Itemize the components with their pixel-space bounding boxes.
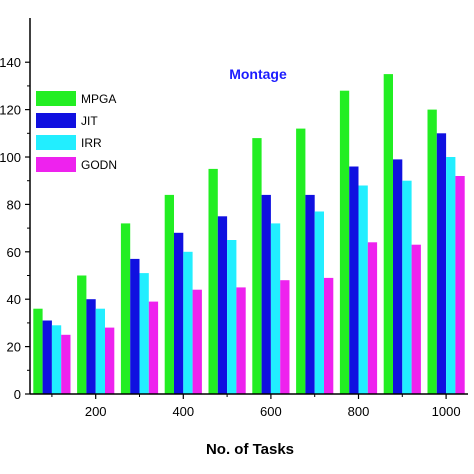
bar-godn-100 bbox=[61, 334, 71, 394]
bar-mpga-500 bbox=[208, 168, 218, 394]
bar-godn-300 bbox=[148, 301, 159, 394]
bar-jit-500 bbox=[217, 216, 228, 394]
x-tick-label: 800 bbox=[348, 404, 370, 419]
x-tick-label: 400 bbox=[172, 404, 194, 419]
bar-jit-900 bbox=[393, 159, 403, 394]
bar-irr-1000 bbox=[446, 157, 456, 394]
x-axis-title: No. of Tasks bbox=[206, 441, 294, 458]
legend-swatch-godn bbox=[36, 157, 76, 172]
legend-label-godn: GODN bbox=[81, 158, 117, 172]
bar-mpga-600 bbox=[252, 138, 262, 394]
bar-mpga-900 bbox=[383, 74, 393, 394]
bar-jit-400 bbox=[174, 232, 184, 394]
bar-mpga-1000 bbox=[427, 109, 437, 394]
y-tick-label: 100 bbox=[0, 150, 21, 165]
legend-label-jit: JIT bbox=[81, 114, 98, 128]
bar-jit-300 bbox=[130, 258, 140, 394]
legend-swatch-jit bbox=[36, 113, 76, 128]
bar-godn-1000 bbox=[455, 176, 465, 394]
bar-godn-700 bbox=[324, 277, 334, 394]
x-tick-label: 600 bbox=[260, 404, 282, 419]
bar-jit-600 bbox=[261, 194, 271, 394]
chart-title: Montage bbox=[229, 66, 287, 82]
y-tick-label: 80 bbox=[7, 197, 21, 212]
legend-label-mpga: MPGA bbox=[81, 92, 116, 106]
bar-jit-100 bbox=[42, 320, 52, 394]
bars-group bbox=[33, 74, 465, 395]
y-tick-label: 40 bbox=[7, 292, 21, 307]
bar-godn-600 bbox=[280, 280, 290, 394]
legend-swatch-irr bbox=[36, 135, 76, 150]
bar-jit-200 bbox=[86, 299, 96, 394]
bar-jit-700 bbox=[305, 194, 315, 394]
bar-godn-500 bbox=[236, 287, 246, 394]
bar-godn-800 bbox=[367, 242, 378, 394]
bar-mpga-400 bbox=[164, 194, 174, 394]
legend: MPGA JIT IRR GODN bbox=[36, 91, 117, 172]
bar-jit-800 bbox=[349, 166, 359, 394]
bar-irr-600 bbox=[270, 223, 281, 394]
y-tick-label: 60 bbox=[7, 245, 21, 260]
y-tick-label: 120 bbox=[0, 103, 21, 118]
bar-godn-900 bbox=[411, 244, 421, 394]
bar-irr-400 bbox=[183, 251, 193, 394]
bar-irr-300 bbox=[139, 273, 149, 394]
bar-mpga-300 bbox=[120, 223, 131, 394]
bar-irr-200 bbox=[95, 308, 105, 394]
bar-irr-800 bbox=[358, 185, 368, 394]
legend-swatch-mpga bbox=[36, 91, 76, 106]
y-tick-label: 140 bbox=[0, 55, 21, 70]
bar-irr-700 bbox=[314, 211, 324, 394]
bar-irr-100 bbox=[51, 325, 62, 394]
bar-godn-200 bbox=[105, 327, 115, 394]
bar-jit-1000 bbox=[436, 133, 447, 395]
bar-godn-400 bbox=[192, 289, 202, 394]
y-tick-label: 20 bbox=[7, 340, 21, 355]
axes-group: 0 20 40 60 80 100 120 140 200 400 600 800 1000 bbox=[0, 18, 468, 419]
y-tick-label: 0 bbox=[14, 387, 21, 402]
bar-irr-900 bbox=[402, 180, 412, 394]
bar-mpga-800 bbox=[339, 90, 350, 394]
bar-mpga-200 bbox=[77, 275, 87, 394]
bar-irr-500 bbox=[227, 240, 237, 394]
bar-mpga-700 bbox=[296, 128, 306, 394]
legend-label-irr: IRR bbox=[81, 136, 102, 150]
bar-mpga-100 bbox=[33, 308, 43, 394]
x-tick-label: 1000 bbox=[432, 404, 461, 419]
x-tick-label: 200 bbox=[85, 404, 107, 419]
